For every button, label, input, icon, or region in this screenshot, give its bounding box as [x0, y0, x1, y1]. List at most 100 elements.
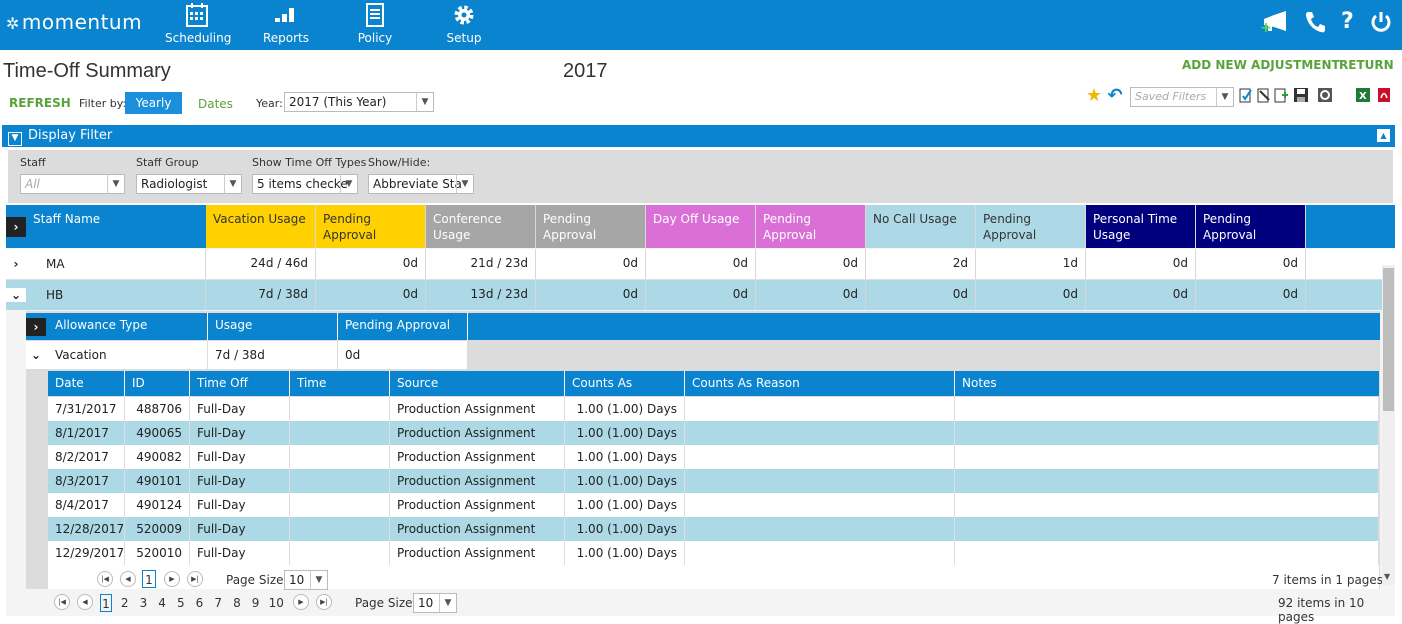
collapse-row-icon[interactable]: ⌄: [30, 348, 42, 362]
table-row[interactable]: ⌄ HB 7d / 38d 0d 13d / 23d 0d 0d 0d 0d 0…: [6, 280, 1395, 310]
nav-policy[interactable]: Policy: [355, 0, 395, 50]
page-size-select[interactable]: 10 ▼: [284, 570, 328, 590]
chevron-down-icon: ▼: [340, 175, 357, 193]
nav-setup[interactable]: Setup: [444, 0, 484, 50]
col-dayoff-usage[interactable]: Day Off Usage: [646, 205, 756, 248]
save-icon[interactable]: [1293, 87, 1309, 105]
nav-reports[interactable]: Reports: [262, 0, 310, 50]
page-number[interactable]: 8: [233, 596, 241, 610]
table-row[interactable]: 8/3/2017 490101 Full-Day Production Assignm…: [48, 469, 1379, 493]
col-source[interactable]: Source: [390, 371, 565, 396]
prev-page-icon[interactable]: ◀: [120, 571, 136, 587]
table-row[interactable]: 12/28/2017 520009 Full-Day Production Assig…: [48, 517, 1379, 541]
col-date[interactable]: Date: [48, 371, 125, 396]
expand-all-icon[interactable]: ›: [6, 217, 26, 237]
table-row[interactable]: › MA 24d / 46d 0d 21d / 23d 0d 0d 0d 2d …: [6, 249, 1395, 280]
last-page-icon[interactable]: ▶|: [187, 571, 203, 587]
add-new-adjustment-link[interactable]: ADD NEW ADJUSTMENT: [1182, 58, 1340, 72]
page-number[interactable]: 9: [251, 596, 260, 610]
megaphone-icon[interactable]: +: [1260, 10, 1290, 40]
page-number[interactable]: 1: [142, 570, 156, 588]
year-select[interactable]: 2017 (This Year) ▼: [284, 92, 434, 112]
power-icon[interactable]: [1370, 10, 1392, 40]
col-conference-pending[interactable]: Pending Approval: [536, 205, 646, 248]
col-vacation-usage[interactable]: Vacation Usage: [206, 205, 316, 248]
excel-export-icon[interactable]: X: [1355, 87, 1371, 105]
col-time[interactable]: Time: [290, 371, 390, 396]
col-pending-approval[interactable]: Pending Approval: [338, 313, 468, 340]
col-nocall-usage[interactable]: No Call Usage: [866, 205, 976, 248]
help-icon[interactable]: ?: [1341, 9, 1354, 34]
col-dayoff-pending[interactable]: Pending Approval: [756, 205, 866, 248]
next-page-icon[interactable]: ▶: [164, 571, 180, 587]
col-staff-name[interactable]: Staff Name: [26, 205, 211, 248]
staff-name-cell: HB: [26, 280, 206, 310]
prev-page-icon[interactable]: ◀: [77, 594, 93, 610]
display-filter-bar[interactable]: ▼ Display Filter: [2, 125, 1395, 147]
staff-group-select[interactable]: Radiologist ▼: [136, 174, 242, 194]
scroll-down-icon[interactable]: ▼: [1384, 572, 1391, 581]
col-personal-pending[interactable]: Pending Approval: [1196, 205, 1306, 248]
first-page-icon[interactable]: |◀: [54, 594, 70, 610]
phone-icon[interactable]: [1304, 10, 1326, 40]
col-personal-usage[interactable]: Personal Time Usage: [1086, 205, 1196, 248]
page-number[interactable]: 1: [100, 594, 112, 612]
staff-select[interactable]: All ▼: [20, 174, 125, 194]
col-allowance-type[interactable]: Allowance Type: [48, 313, 208, 340]
table-row[interactable]: 7/31/2017 488706 Full-Day Production Assign…: [48, 397, 1379, 421]
page-number[interactable]: 7: [214, 596, 222, 610]
page-number[interactable]: 4: [158, 596, 166, 610]
favorite-star-icon[interactable]: ★: [1086, 85, 1103, 106]
yearly-button[interactable]: Yearly: [125, 92, 182, 114]
counts-as-cell: 1.00 (1.00) Days: [565, 469, 685, 493]
time-off-types-select[interactable]: 5 items checke ▼: [252, 174, 358, 194]
collapse-row-icon[interactable]: ⌄: [6, 288, 26, 302]
col-nocall-pending[interactable]: Pending Approval: [976, 205, 1086, 248]
scrollbar-thumb[interactable]: [1383, 268, 1394, 411]
refresh-link[interactable]: REFRESH: [9, 96, 71, 110]
last-page-icon[interactable]: ▶|: [316, 594, 332, 610]
personal-usage-cell: 0d: [1086, 280, 1196, 310]
date-cell: 8/1/2017: [48, 421, 125, 445]
pdf-export-icon[interactable]: [1376, 87, 1392, 105]
page-size-select[interactable]: 10 ▼: [413, 593, 457, 613]
dates-button[interactable]: Dates: [198, 97, 233, 111]
saved-filters-select[interactable]: Saved Filters ▼: [1130, 87, 1234, 107]
page-number[interactable]: 3: [139, 596, 148, 610]
chevron-down-icon[interactable]: ▼: [8, 132, 22, 146]
add-document-icon[interactable]: [1273, 87, 1289, 105]
show-hide-select[interactable]: Abbreviate Sta ▼: [368, 174, 474, 194]
expand-row-icon[interactable]: ›: [13, 257, 19, 271]
chevron-down-icon: ▼: [107, 175, 124, 193]
nav-scheduling[interactable]: Scheduling: [165, 0, 231, 50]
undo-icon[interactable]: ↶: [1107, 85, 1123, 106]
app-logo[interactable]: ✲ momentum: [6, 10, 143, 34]
date-cell: 12/29/2017: [48, 541, 125, 565]
page-number[interactable]: 2: [120, 596, 129, 610]
col-notes[interactable]: Notes: [962, 376, 997, 390]
page-number[interactable]: 5: [176, 596, 185, 610]
expand-icon[interactable]: ›: [26, 318, 46, 336]
collapse-icon[interactable]: ▲: [1377, 129, 1390, 142]
table-row[interactable]: 8/1/2017 490065 Full-Day Production Assignm…: [48, 421, 1379, 445]
col-vacation-pending[interactable]: Pending Approval: [316, 205, 426, 248]
page-number[interactable]: 6: [195, 596, 204, 610]
time-cell: [290, 541, 390, 565]
edit-document-icon[interactable]: [1256, 87, 1272, 105]
col-conference-usage[interactable]: Conference Usage: [426, 205, 536, 248]
table-row[interactable]: 12/29/2017 520010 Full-Day Production Assig…: [48, 541, 1379, 565]
page-number[interactable]: 10: [268, 596, 284, 610]
col-counts-as-reason[interactable]: Counts As Reason: [685, 371, 955, 396]
table-row[interactable]: 8/4/2017 490124 Full-Day Production Assignm…: [48, 493, 1379, 517]
table-row[interactable]: 8/2/2017 490082 Full-Day Production Assignm…: [48, 445, 1379, 469]
allowance-row[interactable]: ⌄ Vacation 7d / 38d 0d: [26, 341, 468, 369]
col-id[interactable]: ID: [125, 371, 190, 396]
recycle-bin-icon[interactable]: [1317, 87, 1333, 105]
next-page-icon[interactable]: ▶: [293, 594, 309, 610]
col-counts-as[interactable]: Counts As: [565, 371, 685, 396]
edit-filter-icon[interactable]: [1238, 87, 1254, 105]
col-usage[interactable]: Usage: [208, 313, 338, 340]
first-page-icon[interactable]: |◀: [97, 571, 113, 587]
return-link[interactable]: RETURN: [1339, 58, 1394, 72]
col-time-off-block[interactable]: Time Off Block: [190, 371, 290, 414]
